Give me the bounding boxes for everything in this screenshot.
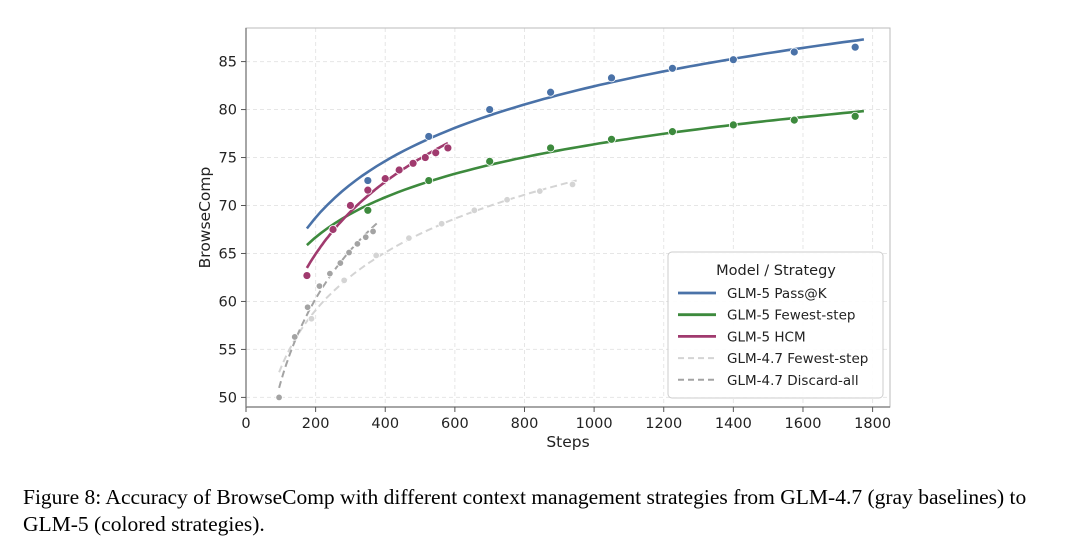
y-tick-label: 55: [219, 342, 237, 358]
data-point: [424, 176, 434, 185]
data-point: [394, 165, 404, 175]
series-fit-line: [306, 109, 865, 247]
data-point: [340, 276, 348, 285]
legend-entry: GLM-5 HCM: [727, 329, 806, 345]
data-point: [850, 111, 860, 121]
series-fit-line: [278, 179, 577, 373]
legend: Model / Strategy GLM-5 Pass@K GLM-5 Fewest…: [667, 251, 884, 399]
data-point: [424, 132, 434, 141]
x-tick-label: 600: [441, 416, 469, 432]
y-tick-label: 65: [219, 246, 237, 262]
y-axis-label: BrowseComp: [196, 167, 214, 269]
data-point: [536, 187, 544, 195]
data-point: [850, 42, 860, 52]
data-point: [380, 174, 390, 184]
legend-entry: GLM-5 Pass@K: [727, 286, 828, 302]
data-point: [607, 134, 616, 144]
legend-entry: GLM-4.7 Fewest-step: [727, 351, 868, 367]
x-tick-label: 200: [302, 416, 330, 432]
data-point: [485, 105, 495, 114]
data-point: [336, 259, 345, 267]
legend-title: Model / Strategy: [716, 263, 836, 279]
data-point: [302, 271, 312, 280]
data-point: [503, 196, 511, 204]
y-tick-label: 80: [219, 103, 237, 119]
data-point: [353, 240, 362, 248]
data-point: [568, 180, 577, 189]
data-point: [291, 333, 299, 341]
y-tick-label: 85: [219, 55, 237, 71]
x-tick-label: 1200: [645, 416, 682, 432]
y-tick-label: 75: [219, 151, 237, 167]
browsecomp-chart: 0 200 400 600 800 1000 1200 1400 1600 1800 50 55 60 6…: [196, 27, 891, 451]
data-point: [607, 73, 616, 83]
data-point: [303, 303, 312, 311]
legend-entry: GLM-4.7 Discard-all: [727, 373, 859, 389]
data-point: [485, 156, 495, 166]
x-tick-label: 0: [241, 416, 250, 432]
data-point: [372, 251, 380, 260]
data-point: [275, 393, 283, 402]
legend-box: [667, 251, 884, 399]
data-point: [363, 185, 373, 195]
y-tick-label: 60: [219, 294, 237, 310]
x-tick-label: 1800: [854, 416, 891, 432]
data-point: [362, 233, 370, 241]
data-point: [728, 55, 738, 65]
y-tick-label: 50: [219, 390, 237, 406]
data-point: [363, 205, 373, 215]
data-point: [408, 158, 418, 168]
data-point: [346, 201, 355, 210]
data-point: [345, 248, 353, 257]
data-point: [315, 282, 324, 290]
data-point: [405, 234, 413, 242]
x-tick-label: 1600: [785, 416, 822, 432]
figure-caption: Figure 8: Accuracy of BrowseComp with di…: [23, 485, 1027, 536]
y-tick-label: 70: [219, 199, 237, 215]
data-point: [668, 127, 677, 137]
data-point: [369, 227, 377, 236]
data-point: [470, 206, 479, 215]
legend-entry: GLM-5 Fewest-step: [727, 308, 855, 324]
x-tick-label: 400: [371, 416, 399, 432]
x-tick-label: 1000: [576, 416, 613, 432]
data-point: [668, 63, 677, 73]
data-point: [546, 87, 555, 97]
data-point: [307, 315, 316, 323]
data-point: [789, 115, 799, 125]
data-point: [728, 120, 738, 130]
series-fit-line: [278, 221, 379, 389]
data-point: [431, 148, 441, 158]
data-point: [789, 47, 799, 57]
data-point: [437, 220, 446, 228]
data-point: [443, 143, 453, 153]
data-point: [420, 153, 430, 162]
x-tick-label: 800: [511, 416, 539, 432]
x-axis-label: Steps: [546, 433, 589, 451]
data-point: [328, 225, 338, 234]
x-tick-label: 1400: [715, 416, 752, 432]
data-point: [363, 176, 373, 185]
data-point: [326, 269, 334, 278]
data-point: [546, 143, 555, 153]
series-fit-line: [305, 38, 865, 230]
